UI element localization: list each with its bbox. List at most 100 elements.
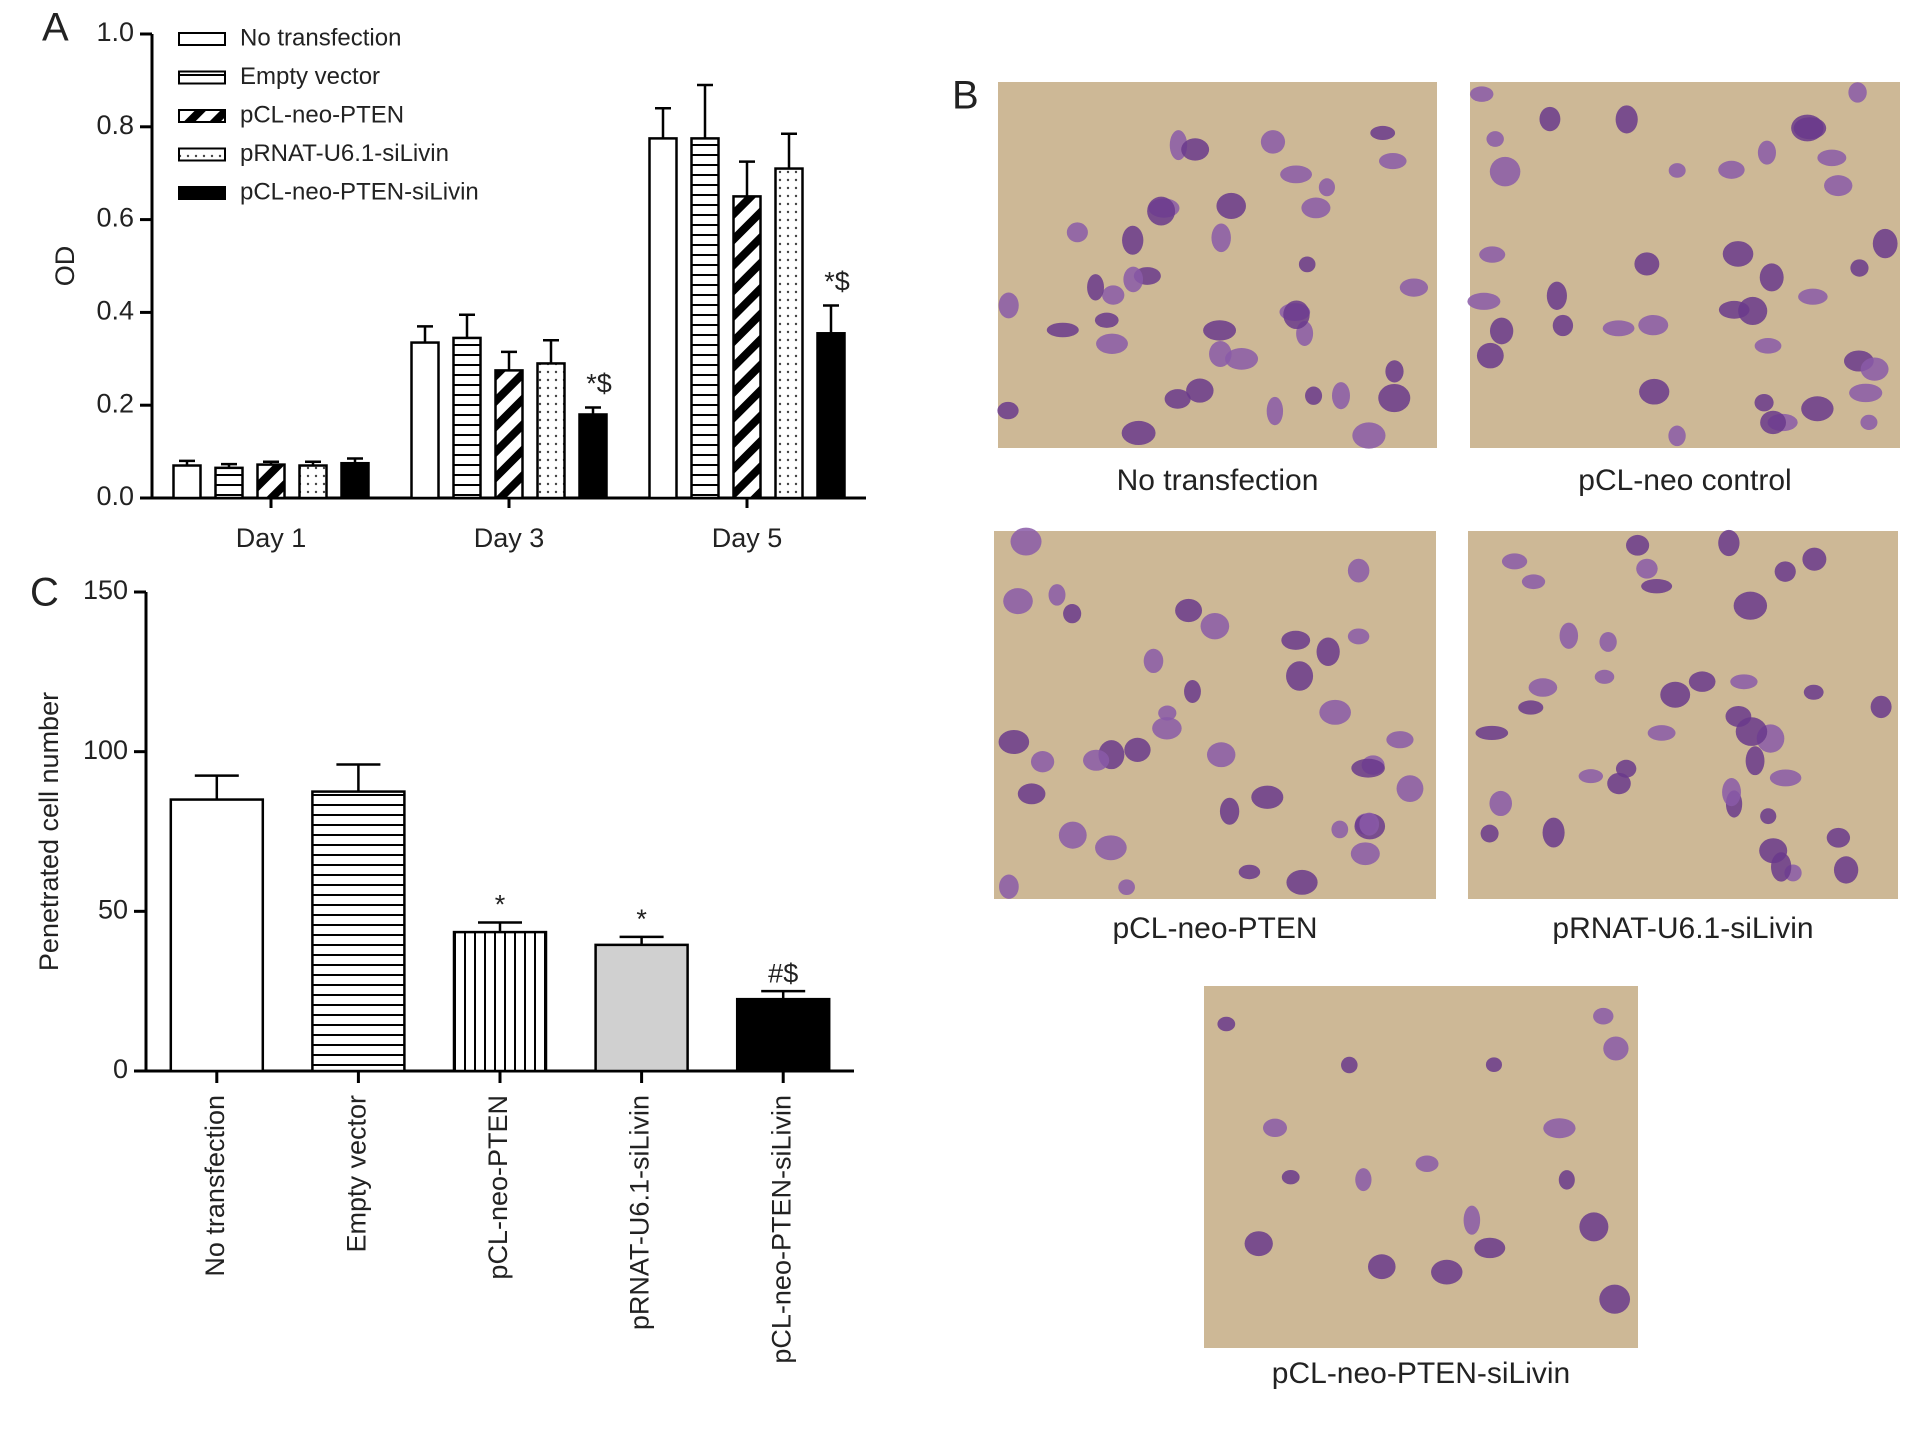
bar	[311, 790, 406, 1073]
cell	[998, 729, 1030, 755]
cell	[1480, 824, 1499, 843]
legend-label: Empty vector	[240, 63, 380, 90]
x-tick-label: No transfection	[200, 1095, 230, 1277]
image-caption: pRNAT-U6.1-siLivin	[1552, 912, 1813, 945]
bar	[214, 466, 244, 500]
cell	[1118, 879, 1135, 896]
cell	[1769, 769, 1802, 787]
image-caption: pCL-neo control	[1578, 464, 1791, 497]
cell	[1181, 138, 1210, 161]
cell	[1225, 348, 1259, 370]
cell	[1347, 558, 1370, 583]
cell	[1848, 82, 1867, 103]
cell	[1542, 817, 1565, 848]
cell	[1745, 746, 1765, 776]
cell	[1647, 725, 1676, 741]
cell	[1501, 553, 1528, 570]
cell	[1385, 360, 1404, 383]
bar	[452, 930, 548, 1073]
image-caption: pCL-neo-PTEN-siLivin	[1272, 1357, 1570, 1390]
cell	[1010, 527, 1042, 556]
error-bar	[417, 325, 433, 343]
cell	[1474, 1237, 1506, 1259]
cell	[1870, 695, 1892, 719]
cell	[1216, 192, 1246, 219]
cell	[1543, 1118, 1576, 1139]
legend-swatch	[178, 32, 226, 46]
cell	[1331, 382, 1350, 410]
cell	[1096, 333, 1128, 354]
cell	[1368, 1254, 1396, 1280]
error-bar	[179, 459, 195, 466]
cell	[1351, 758, 1385, 778]
cell	[1175, 598, 1203, 623]
x-tick-label: Day 5	[712, 523, 783, 553]
cell	[1850, 259, 1869, 277]
error-bar	[585, 406, 601, 415]
cell	[1102, 285, 1125, 305]
legend-label: pCL-neo-PTEN	[240, 101, 404, 128]
cell	[1760, 410, 1787, 435]
cell	[1759, 263, 1784, 292]
y-tick-label: 50	[98, 894, 128, 924]
cell	[1771, 852, 1792, 882]
cell	[1281, 1170, 1300, 1185]
cell	[1378, 152, 1407, 170]
cell	[1860, 414, 1878, 430]
legend-label: No transfection	[240, 24, 401, 51]
cell	[1280, 165, 1313, 184]
bar	[340, 461, 370, 500]
cell	[1318, 178, 1336, 197]
error-bar	[305, 460, 321, 466]
annotation: #$	[768, 958, 798, 988]
y-tick-label: 100	[83, 735, 128, 765]
cell	[1298, 256, 1316, 273]
cell	[1615, 759, 1637, 778]
micrograph	[1470, 82, 1900, 448]
cell	[1733, 591, 1768, 620]
cell	[1305, 386, 1323, 405]
error-bar	[697, 83, 713, 139]
cell	[1206, 742, 1236, 768]
bar	[648, 137, 678, 500]
cell	[1615, 105, 1638, 134]
cell	[1251, 785, 1284, 809]
cell	[1660, 681, 1691, 708]
cell	[1824, 175, 1853, 197]
legend-swatch	[178, 147, 226, 162]
cell	[1260, 130, 1286, 154]
error-bar	[263, 460, 279, 465]
cell	[1476, 342, 1504, 369]
cell	[1286, 869, 1318, 895]
cell	[1122, 225, 1144, 255]
cell	[1639, 378, 1670, 405]
bar	[774, 167, 804, 500]
cell	[1359, 812, 1380, 836]
y-tick-label: 0.4	[96, 296, 134, 326]
cell	[1058, 821, 1087, 849]
cell	[1143, 648, 1164, 674]
cell	[1718, 160, 1745, 179]
legend-swatch	[178, 109, 226, 123]
cell	[1211, 223, 1231, 253]
panel-label: A	[42, 6, 69, 50]
error-bar	[823, 304, 839, 334]
cell	[1594, 669, 1615, 684]
cell	[1147, 196, 1176, 226]
cell	[1469, 86, 1494, 102]
cell	[1479, 246, 1506, 263]
annotation: *$	[824, 267, 850, 297]
cell	[1396, 775, 1424, 803]
cell	[1735, 717, 1768, 746]
cell	[1872, 228, 1898, 259]
cell	[1238, 864, 1261, 880]
annotation: *	[636, 904, 647, 934]
cell	[1123, 266, 1144, 293]
cell	[1521, 574, 1546, 590]
cell	[1802, 547, 1827, 571]
cell	[1283, 300, 1310, 330]
cell	[1722, 241, 1754, 267]
error-bar	[459, 313, 475, 338]
cell	[1158, 705, 1177, 721]
cell	[1518, 700, 1544, 715]
